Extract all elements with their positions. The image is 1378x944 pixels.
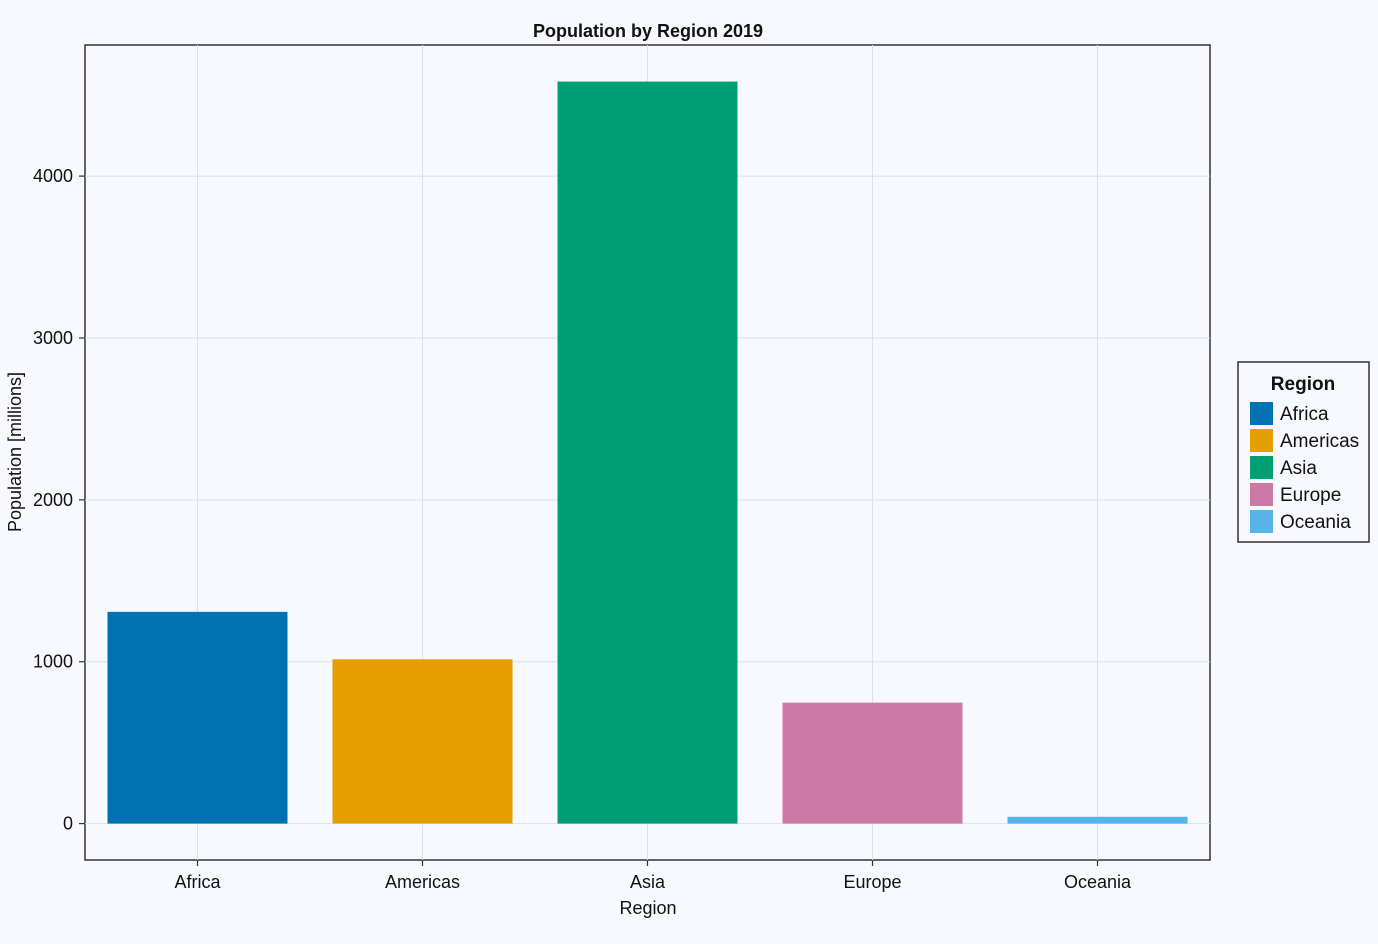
x-tick-label: Europe — [843, 872, 901, 892]
x-tick-label: Americas — [385, 872, 460, 892]
legend-items: Africa Americas Asia Europe Oceania — [1250, 402, 1359, 533]
legend-label: Asia — [1280, 458, 1317, 479]
bars — [107, 81, 1188, 824]
y-tick-label: 1000 — [33, 652, 73, 672]
chart-title: Population by Region 2019 — [533, 21, 763, 41]
x-tick-label: Africa — [174, 872, 221, 892]
legend: Region Africa Americas Asia Europe Oceania — [1237, 361, 1370, 543]
y-tick-label: 3000 — [33, 328, 73, 348]
y-tick-label: 4000 — [33, 166, 73, 186]
legend-swatch — [1250, 456, 1273, 479]
bar-asia — [557, 81, 738, 824]
x-tick-label: Oceania — [1064, 872, 1132, 892]
legend-swatch — [1250, 510, 1273, 533]
y-tick-label: 2000 — [33, 490, 73, 510]
x-tick-label: Asia — [630, 872, 666, 892]
bar-africa — [107, 611, 288, 824]
y-tick-label: 0 — [63, 814, 73, 834]
x-axis-ticks: Africa Americas Asia Europe Oceania — [174, 860, 1132, 892]
legend-swatch — [1250, 402, 1273, 425]
bar-oceania — [1007, 816, 1188, 824]
bar-americas — [332, 659, 513, 824]
y-axis-ticks: 0 1000 2000 3000 4000 — [33, 166, 85, 834]
legend-swatch — [1250, 483, 1273, 506]
legend-title: Region — [1271, 374, 1335, 395]
legend-label: Europe — [1280, 485, 1341, 506]
legend-label: Oceania — [1280, 512, 1351, 533]
bar-europe — [782, 702, 963, 824]
x-axis-label: Region — [619, 898, 676, 918]
legend-swatch — [1250, 429, 1273, 452]
y-axis-label: Population [millions] — [5, 372, 25, 532]
legend-label: Americas — [1280, 431, 1359, 452]
legend-label: Africa — [1280, 404, 1329, 425]
